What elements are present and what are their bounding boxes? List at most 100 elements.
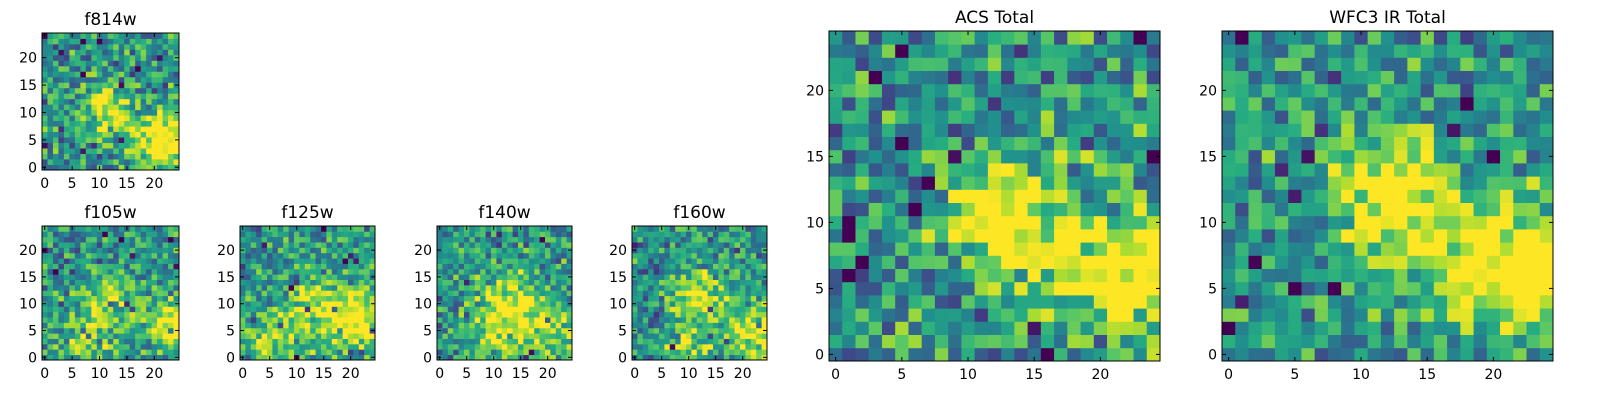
heatmap-cell xyxy=(1354,215,1369,230)
heatmap-cell xyxy=(85,242,92,248)
heatmap-cell xyxy=(102,98,109,105)
heatmap-cell xyxy=(245,279,252,286)
heatmap-cell xyxy=(348,338,354,345)
y-tick-label: 0 xyxy=(1208,347,1217,363)
heatmap-cell xyxy=(501,263,508,270)
heatmap-cell xyxy=(1447,31,1461,45)
heatmap-cell xyxy=(691,290,698,297)
heatmap-cell xyxy=(52,236,59,243)
heatmap-cell xyxy=(369,306,376,313)
heatmap-cell xyxy=(1133,308,1148,322)
heatmap-cell xyxy=(157,76,163,83)
heatmap-cell xyxy=(261,322,268,329)
heatmap-cell xyxy=(686,317,692,323)
heatmap-cell xyxy=(1327,110,1342,124)
heatmap-cell xyxy=(162,38,169,45)
heatmap-cell xyxy=(1014,149,1028,164)
heatmap-cell xyxy=(518,290,524,297)
heatmap-cell xyxy=(934,83,949,98)
heatmap-cell xyxy=(447,354,454,361)
heatmap-cell xyxy=(1314,189,1329,203)
heatmap-cell xyxy=(113,153,120,160)
heatmap-cell xyxy=(507,301,513,307)
heatmap-cell xyxy=(829,347,843,362)
heatmap-cell xyxy=(718,258,725,264)
heatmap-cell xyxy=(1526,44,1541,58)
heatmap-cell xyxy=(707,290,714,297)
heatmap-cell xyxy=(326,311,333,318)
heatmap-cell xyxy=(734,322,741,329)
heatmap-cell xyxy=(1526,347,1541,362)
heatmap-cell xyxy=(1473,83,1488,98)
heatmap-cell xyxy=(1513,189,1527,203)
heatmap-cell xyxy=(146,38,152,45)
heatmap-cell xyxy=(369,252,376,259)
heatmap-cell xyxy=(702,247,708,254)
heatmap-cell xyxy=(140,104,147,111)
heatmap-cell xyxy=(539,327,546,334)
heatmap-cell xyxy=(299,268,306,275)
heatmap-cell xyxy=(507,322,513,329)
heatmap-cell xyxy=(162,76,169,83)
heatmap-cell xyxy=(151,231,158,238)
heatmap-cell xyxy=(750,322,757,329)
heatmap-cell xyxy=(168,327,174,334)
heatmap-cell xyxy=(1093,242,1108,256)
heatmap-cell xyxy=(146,82,152,89)
heatmap-cell xyxy=(653,327,660,334)
heatmap-cell xyxy=(74,38,81,45)
heatmap-cell xyxy=(1248,83,1263,98)
heatmap-cell xyxy=(680,290,687,297)
heatmap-cell xyxy=(168,236,174,243)
heatmap-cell xyxy=(1120,242,1134,256)
heatmap-cell xyxy=(129,159,136,165)
heatmap-cell xyxy=(168,131,174,138)
heatmap-cell xyxy=(539,247,546,254)
heatmap-cell xyxy=(675,343,681,350)
heatmap-cell xyxy=(921,110,936,124)
heatmap-cell xyxy=(761,338,768,345)
heatmap-cell xyxy=(364,236,370,243)
heatmap-cell xyxy=(1040,229,1055,243)
heatmap-cell xyxy=(1526,189,1541,203)
heatmap-cell xyxy=(52,54,59,61)
heatmap-cell xyxy=(135,65,142,72)
heatmap-cell xyxy=(1067,215,1081,230)
heatmap-cell xyxy=(1120,295,1134,309)
heatmap-cell xyxy=(523,274,530,280)
heatmap-cell xyxy=(829,321,843,335)
heatmap-cell xyxy=(326,226,333,232)
heatmap-cell xyxy=(140,98,147,105)
heatmap-cell xyxy=(63,258,70,264)
heatmap-cell xyxy=(637,327,644,334)
heatmap-cell xyxy=(47,295,54,302)
heatmap-cell xyxy=(113,311,120,318)
heatmap-cell xyxy=(124,43,131,50)
heatmap-cell xyxy=(842,215,856,230)
heatmap-cell xyxy=(1067,202,1081,217)
heatmap-cell xyxy=(1380,242,1395,256)
heatmap-cell xyxy=(829,83,843,98)
heatmap-cell xyxy=(669,284,676,291)
heatmap-cell xyxy=(1447,97,1461,111)
heatmap-cell xyxy=(113,279,120,286)
heatmap-cell xyxy=(1539,110,1554,124)
heatmap-cell xyxy=(1261,295,1276,309)
heatmap-cell xyxy=(1301,97,1316,111)
heatmap-cell xyxy=(1120,202,1134,217)
heatmap-cell xyxy=(1248,229,1263,243)
heatmap-cell xyxy=(829,334,843,349)
heatmap-cell xyxy=(102,317,109,323)
heatmap-cell xyxy=(868,334,883,349)
heatmap-cell xyxy=(364,258,370,264)
heatmap-cell xyxy=(129,109,136,116)
x-tick-label: 15 xyxy=(512,366,530,382)
heatmap-cell xyxy=(740,311,746,318)
heatmap-cell xyxy=(675,354,681,361)
heatmap-cell xyxy=(868,97,883,111)
heatmap-cell xyxy=(261,236,268,243)
heatmap-cell xyxy=(118,98,125,105)
heatmap-cell xyxy=(1093,163,1108,177)
heatmap-cell xyxy=(458,322,465,329)
heatmap-cell xyxy=(1301,189,1316,203)
